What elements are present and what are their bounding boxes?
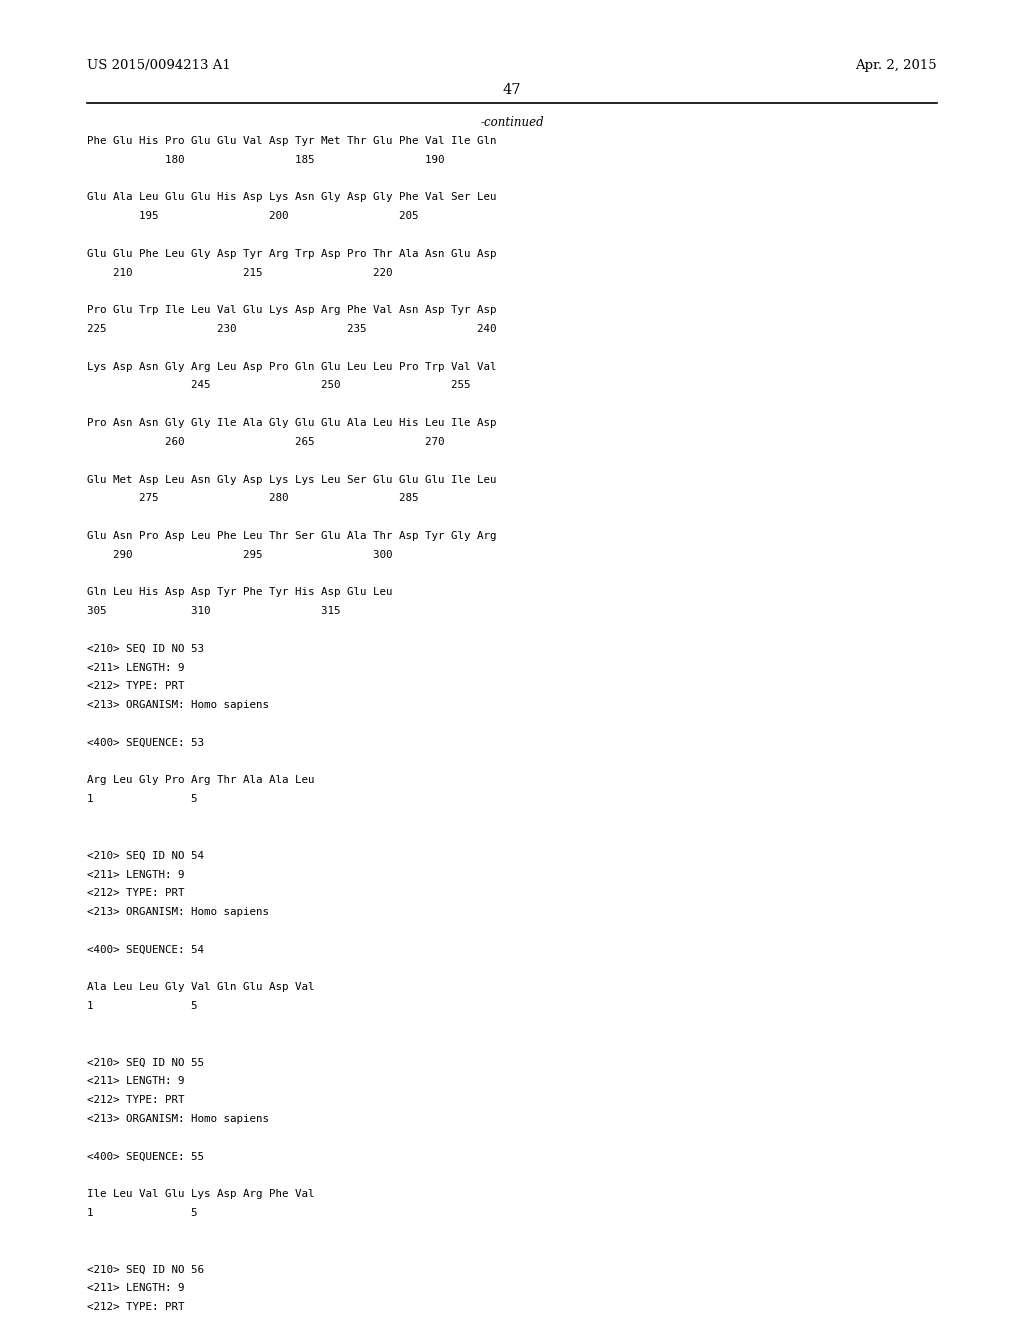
Text: 1               5: 1 5: [87, 1208, 198, 1218]
Text: 1               5: 1 5: [87, 795, 198, 804]
Text: Ala Leu Leu Gly Val Gln Glu Asp Val: Ala Leu Leu Gly Val Gln Glu Asp Val: [87, 982, 314, 993]
Text: Ile Leu Val Glu Lys Asp Arg Phe Val: Ile Leu Val Glu Lys Asp Arg Phe Val: [87, 1189, 314, 1200]
Text: Glu Met Asp Leu Asn Gly Asp Lys Lys Leu Ser Glu Glu Glu Ile Leu: Glu Met Asp Leu Asn Gly Asp Lys Lys Leu …: [87, 474, 497, 484]
Text: <213> ORGANISM: Homo sapiens: <213> ORGANISM: Homo sapiens: [87, 1114, 269, 1125]
Text: 260                 265                 270: 260 265 270: [87, 437, 444, 447]
Text: Glu Ala Leu Glu Glu His Asp Lys Asn Gly Asp Gly Phe Val Ser Leu: Glu Ala Leu Glu Glu His Asp Lys Asn Gly …: [87, 193, 497, 202]
Text: <211> LENGTH: 9: <211> LENGTH: 9: [87, 663, 184, 673]
Text: <212> TYPE: PRT: <212> TYPE: PRT: [87, 888, 184, 899]
Text: 275                 280                 285: 275 280 285: [87, 494, 419, 503]
Text: US 2015/0094213 A1: US 2015/0094213 A1: [87, 59, 230, 73]
Text: <400> SEQUENCE: 53: <400> SEQUENCE: 53: [87, 738, 204, 748]
Text: 210                 215                 220: 210 215 220: [87, 268, 392, 277]
Text: Glu Glu Phe Leu Gly Asp Tyr Arg Trp Asp Pro Thr Ala Asn Glu Asp: Glu Glu Phe Leu Gly Asp Tyr Arg Trp Asp …: [87, 248, 497, 259]
Text: Gln Leu His Asp Asp Tyr Phe Tyr His Asp Glu Leu: Gln Leu His Asp Asp Tyr Phe Tyr His Asp …: [87, 587, 392, 598]
Text: <211> LENGTH: 9: <211> LENGTH: 9: [87, 1283, 184, 1294]
Text: <210> SEQ ID NO 53: <210> SEQ ID NO 53: [87, 644, 204, 653]
Text: 290                 295                 300: 290 295 300: [87, 549, 392, 560]
Text: <400> SEQUENCE: 55: <400> SEQUENCE: 55: [87, 1151, 204, 1162]
Text: 305             310                 315: 305 310 315: [87, 606, 341, 616]
Text: <213> ORGANISM: Homo sapiens: <213> ORGANISM: Homo sapiens: [87, 907, 269, 917]
Text: 1               5: 1 5: [87, 1001, 198, 1011]
Text: Lys Asp Asn Gly Arg Leu Asp Pro Gln Glu Leu Leu Pro Trp Val Val: Lys Asp Asn Gly Arg Leu Asp Pro Gln Glu …: [87, 362, 497, 372]
Text: <210> SEQ ID NO 56: <210> SEQ ID NO 56: [87, 1265, 204, 1275]
Text: <210> SEQ ID NO 55: <210> SEQ ID NO 55: [87, 1057, 204, 1068]
Text: Pro Glu Trp Ile Leu Val Glu Lys Asp Arg Phe Val Asn Asp Tyr Asp: Pro Glu Trp Ile Leu Val Glu Lys Asp Arg …: [87, 305, 497, 315]
Text: <212> TYPE: PRT: <212> TYPE: PRT: [87, 1302, 184, 1312]
Text: <211> LENGTH: 9: <211> LENGTH: 9: [87, 870, 184, 879]
Text: Glu Asn Pro Asp Leu Phe Leu Thr Ser Glu Ala Thr Asp Tyr Gly Arg: Glu Asn Pro Asp Leu Phe Leu Thr Ser Glu …: [87, 531, 497, 541]
Text: <212> TYPE: PRT: <212> TYPE: PRT: [87, 1096, 184, 1105]
Text: <210> SEQ ID NO 54: <210> SEQ ID NO 54: [87, 850, 204, 861]
Text: 47: 47: [503, 83, 521, 98]
Text: 180                 185                 190: 180 185 190: [87, 154, 444, 165]
Text: Arg Leu Gly Pro Arg Thr Ala Ala Leu: Arg Leu Gly Pro Arg Thr Ala Ala Leu: [87, 775, 314, 785]
Text: <213> ORGANISM: Homo sapiens: <213> ORGANISM: Homo sapiens: [87, 700, 269, 710]
Text: <212> TYPE: PRT: <212> TYPE: PRT: [87, 681, 184, 692]
Text: 245                 250                 255: 245 250 255: [87, 380, 471, 391]
Text: Pro Asn Asn Gly Gly Ile Ala Gly Glu Glu Ala Leu His Leu Ile Asp: Pro Asn Asn Gly Gly Ile Ala Gly Glu Glu …: [87, 418, 497, 428]
Text: 195                 200                 205: 195 200 205: [87, 211, 419, 222]
Text: 225                 230                 235                 240: 225 230 235 240: [87, 323, 497, 334]
Text: <400> SEQUENCE: 54: <400> SEQUENCE: 54: [87, 945, 204, 954]
Text: Phe Glu His Pro Glu Glu Val Asp Tyr Met Thr Glu Phe Val Ile Gln: Phe Glu His Pro Glu Glu Val Asp Tyr Met …: [87, 136, 497, 147]
Text: <211> LENGTH: 9: <211> LENGTH: 9: [87, 1076, 184, 1086]
Text: -continued: -continued: [480, 116, 544, 129]
Text: Apr. 2, 2015: Apr. 2, 2015: [855, 59, 937, 73]
